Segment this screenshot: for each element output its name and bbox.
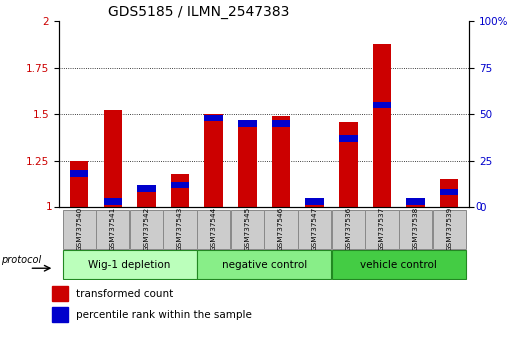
Text: Wig-1 depletion: Wig-1 depletion — [88, 259, 171, 270]
FancyBboxPatch shape — [63, 250, 197, 279]
Text: protocol: protocol — [1, 255, 42, 265]
FancyBboxPatch shape — [432, 210, 466, 249]
Bar — [372, 44, 391, 207]
Bar — [137, 185, 156, 192]
Bar — [440, 189, 459, 195]
Bar — [406, 205, 425, 207]
Bar — [52, 286, 68, 301]
Bar — [440, 179, 459, 207]
FancyBboxPatch shape — [298, 210, 331, 249]
FancyBboxPatch shape — [96, 210, 129, 249]
FancyBboxPatch shape — [130, 210, 163, 249]
Bar — [339, 135, 358, 142]
Text: vehicle control: vehicle control — [360, 259, 437, 270]
Bar — [70, 170, 88, 177]
Bar — [238, 120, 256, 207]
FancyBboxPatch shape — [63, 210, 96, 249]
Bar — [372, 102, 391, 108]
Text: 0: 0 — [476, 202, 482, 212]
Text: GSM737541: GSM737541 — [110, 207, 116, 251]
Text: transformed count: transformed count — [75, 289, 173, 299]
Text: GSM737537: GSM737537 — [379, 207, 385, 251]
FancyBboxPatch shape — [197, 250, 331, 279]
Text: GSM737547: GSM737547 — [312, 207, 318, 251]
Bar — [305, 198, 324, 205]
Text: GSM737538: GSM737538 — [412, 207, 419, 251]
Bar — [272, 116, 290, 207]
Bar — [171, 182, 189, 188]
Bar — [406, 198, 425, 205]
Text: 1: 1 — [46, 202, 53, 212]
Bar — [272, 120, 290, 127]
Text: GSM737542: GSM737542 — [144, 207, 149, 251]
Text: GSM737539: GSM737539 — [446, 207, 452, 251]
FancyBboxPatch shape — [231, 210, 264, 249]
Bar — [339, 122, 358, 207]
Text: percentile rank within the sample: percentile rank within the sample — [75, 310, 251, 320]
Text: GSM737546: GSM737546 — [278, 207, 284, 251]
Bar — [137, 185, 156, 207]
Text: GDS5185 / ILMN_2547383: GDS5185 / ILMN_2547383 — [108, 5, 290, 19]
Text: GSM737543: GSM737543 — [177, 207, 183, 251]
FancyBboxPatch shape — [331, 250, 466, 279]
Text: GSM737544: GSM737544 — [211, 207, 216, 251]
Bar — [171, 174, 189, 207]
Bar — [104, 198, 122, 205]
Bar — [238, 120, 256, 127]
Bar — [52, 307, 68, 322]
Text: GSM737545: GSM737545 — [244, 207, 250, 251]
FancyBboxPatch shape — [399, 210, 432, 249]
Bar — [205, 115, 223, 121]
Bar — [70, 161, 88, 207]
Bar — [104, 110, 122, 207]
FancyBboxPatch shape — [164, 210, 197, 249]
Text: negative control: negative control — [222, 259, 307, 270]
Bar — [205, 114, 223, 207]
Bar — [305, 205, 324, 207]
FancyBboxPatch shape — [197, 210, 230, 249]
FancyBboxPatch shape — [365, 210, 399, 249]
FancyBboxPatch shape — [331, 210, 365, 249]
Text: GSM737540: GSM737540 — [76, 207, 82, 251]
FancyBboxPatch shape — [264, 210, 298, 249]
Text: GSM737536: GSM737536 — [345, 207, 351, 251]
